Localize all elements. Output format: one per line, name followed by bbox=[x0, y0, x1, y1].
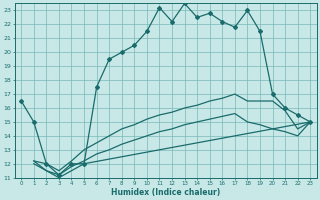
X-axis label: Humidex (Indice chaleur): Humidex (Indice chaleur) bbox=[111, 188, 220, 197]
